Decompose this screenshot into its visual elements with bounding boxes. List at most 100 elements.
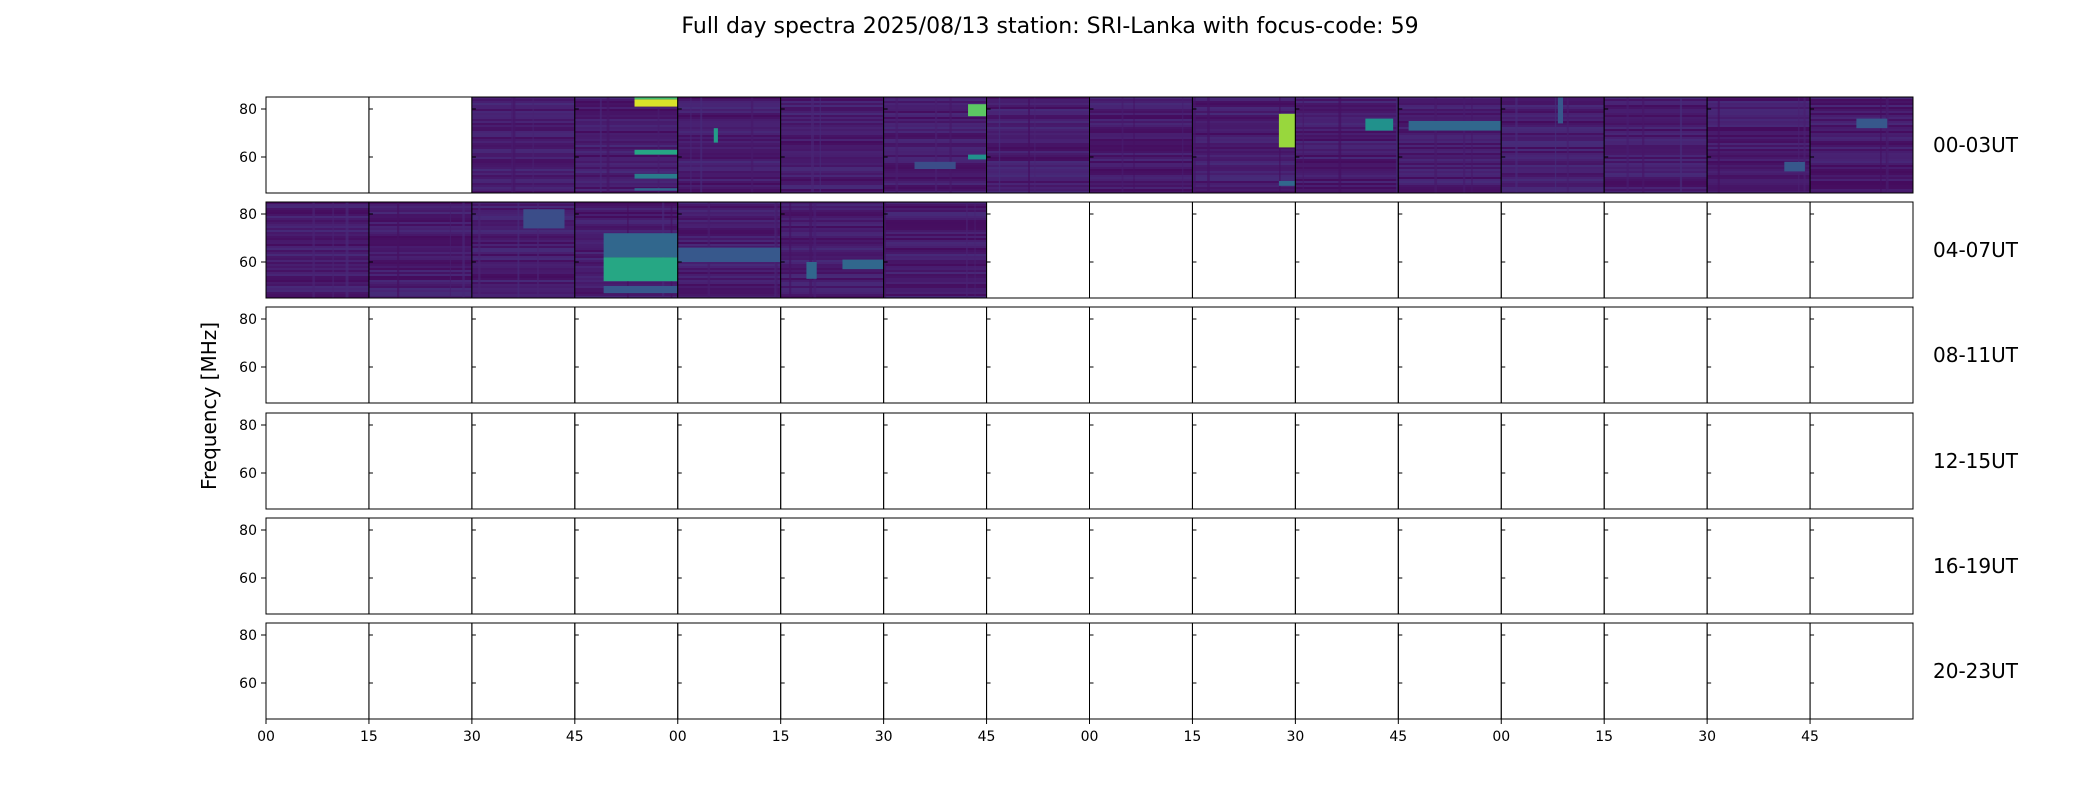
spectrum-noise-band (677, 109, 781, 112)
spectrum-noise-band (1192, 173, 1296, 176)
spectrum-noise-band (780, 175, 884, 178)
spectrum-noise-band (1192, 187, 1296, 190)
spectrum-noise-band (368, 278, 473, 281)
spectrum-noise-band (1089, 119, 1193, 122)
spectrum-noise-band (986, 111, 1090, 114)
spectrum-noise-band (266, 252, 370, 255)
spectrum-noise-band (1089, 101, 1193, 104)
spectrum-noise-band (1707, 175, 1811, 178)
spectrum-noise-band (677, 173, 781, 176)
spectrum-noise-band (1295, 109, 1399, 112)
spectrum-noise-band (986, 113, 1090, 116)
spectrum-noise-band (1604, 131, 1708, 134)
spectrum-noise-band (574, 143, 679, 146)
spectrum-noise-band (677, 224, 781, 227)
spectrum-noise-band (677, 278, 781, 281)
spectrum-noise-band (1089, 135, 1193, 138)
spectrum-noise-band (574, 181, 679, 184)
spectrum-noise-band (574, 191, 679, 194)
spectrum-panel (677, 96, 782, 194)
spectrum-noise-band (1089, 173, 1193, 176)
spectrum-noise-band (1707, 189, 1811, 192)
spectrum-noise-band (1089, 111, 1193, 114)
spectrum-noise-band (1604, 181, 1708, 184)
y-axis-label: Frequency [MHz] (197, 322, 221, 490)
spectrum-noise-band (780, 101, 884, 104)
panel-frame (1809, 622, 1914, 720)
spectrum-noise-band (266, 282, 370, 285)
x-tick-label: 15 (1595, 729, 1613, 745)
spectrum-noise-band (883, 266, 987, 269)
spectrum-noise-band (1295, 147, 1399, 150)
spectrum-noise-band (883, 202, 987, 205)
spectrum-noise-band (1604, 127, 1708, 130)
spectrum-noise-band (1295, 127, 1399, 130)
spectrum-noise-band (1295, 107, 1399, 110)
spectrum-noise-band (471, 163, 576, 166)
spectrum-noise-band (986, 153, 1090, 156)
spectrum-noise-band (266, 284, 370, 287)
spectrum-noise-band (471, 206, 576, 209)
spectrum-noise-band (1295, 115, 1399, 118)
x-tick-label: 30 (1286, 729, 1304, 745)
spectrum-noise-band (1501, 173, 1605, 176)
spectrum-noise-band (1810, 111, 1914, 114)
spectra-row: 60 80 20-23UT (239, 622, 2019, 720)
spectrum-noise-band (1604, 149, 1708, 152)
spectrum-noise-band (780, 292, 884, 295)
spectrum-noise-band (1707, 147, 1811, 150)
spectrum-noise-band (1707, 145, 1811, 148)
spectrum-noise-band (780, 280, 884, 283)
spectrum-noise-band (368, 250, 473, 253)
spectrum-noise-band (1089, 107, 1193, 110)
spectrum-noise-band (574, 157, 679, 160)
spectrum-noise-band (986, 175, 1090, 178)
spectrum-noise-band (986, 97, 1090, 100)
spectrum-noise-band (677, 232, 781, 235)
spectrum-noise-band (780, 238, 884, 241)
spectrum-noise-band (986, 179, 1090, 182)
panel-frame (1809, 306, 1914, 404)
spectrum-noise-band (1707, 111, 1811, 114)
spectrum-streak (813, 202, 817, 298)
row-time-label: 16-19UT (1933, 554, 2019, 578)
spectrum-noise-band (677, 234, 781, 237)
spectrum-noise-band (1810, 143, 1914, 146)
spectrum-noise-band (1089, 141, 1193, 144)
spectrum-noise-band (780, 143, 884, 146)
spectrum-noise-band (1707, 157, 1811, 160)
spectrum-noise-band (1501, 115, 1605, 118)
spectrum-noise-band (883, 214, 987, 217)
spectrum-noise-band (368, 270, 473, 273)
spectrum-noise-band (677, 161, 781, 164)
spectrum-noise-band (1089, 183, 1193, 186)
spectrum-noise-band (368, 260, 473, 263)
spectrum-streak (312, 202, 315, 298)
spectrum-noise-band (368, 284, 473, 287)
spectrum-noise-band (1398, 103, 1502, 106)
spectrum-noise-band (1295, 187, 1399, 190)
spectrum-noise-band (677, 111, 781, 114)
spectrum-noise-band (471, 268, 576, 271)
spectrum-noise-band (471, 145, 576, 148)
spectrum-noise-band (471, 290, 576, 293)
spectrum-noise-band (883, 204, 987, 207)
spectrum-noise-band (1398, 143, 1502, 146)
spectrum-noise-band (471, 117, 576, 120)
spectrum-noise-band (368, 276, 473, 279)
spectrum-emission-feature (634, 97, 678, 100)
spectrum-noise-band (1295, 149, 1399, 152)
spectrum-noise-band (780, 242, 884, 245)
spectrum-streak (1034, 97, 1036, 193)
spectrum-noise-band (883, 276, 987, 279)
spectrum-noise-band (780, 244, 884, 247)
spectrum-noise-band (368, 216, 473, 219)
spectrum-noise-band (780, 204, 884, 207)
spectrum-noise-band (266, 208, 370, 211)
spectrum-noise-band (1604, 97, 1708, 100)
spectrum-noise-band (471, 244, 576, 247)
spectrum-noise-band (368, 228, 473, 231)
spectrum-noise-band (471, 236, 576, 239)
spectrum-noise-band (780, 218, 884, 221)
spectrum-noise-band (1501, 133, 1605, 136)
